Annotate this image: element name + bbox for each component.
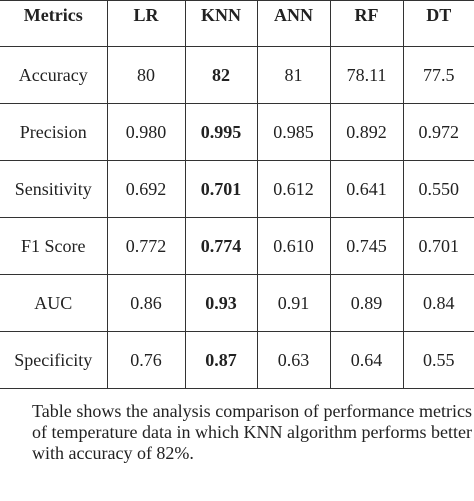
table-cell: 81 (256, 46, 331, 104)
table-cell: 0.86 (106, 274, 186, 332)
table-cell: 0.610 (256, 217, 331, 275)
row-label: Sensitivity (0, 160, 108, 218)
caption: Table shows the analysis comparison of p… (32, 401, 472, 463)
header-cell: KNN (184, 0, 258, 47)
row-label: Precision (0, 103, 108, 161)
table-cell: 0.89 (329, 274, 404, 332)
table-row: Sensitivity 0.692 0.701 0.612 0.641 0.550 (0, 160, 474, 218)
table-cell: 0.972 (402, 103, 474, 161)
table-cell: 0.995 (184, 103, 258, 161)
table-cell: 0.55 (402, 331, 474, 389)
table-row: Specificity 0.76 0.87 0.63 0.64 0.55 (0, 331, 474, 389)
table-cell: 0.64 (329, 331, 404, 389)
table-cell: 0.63 (256, 331, 331, 389)
table-cell: 0.692 (106, 160, 186, 218)
table-cell: 0.772 (106, 217, 186, 275)
header-cell: ANN (256, 0, 331, 47)
header-cell: DT (402, 0, 474, 47)
table-row: F1 Score 0.772 0.774 0.610 0.745 0.701 (0, 217, 474, 275)
table-cell: 80 (106, 46, 186, 104)
table-cell: 0.980 (106, 103, 186, 161)
row-label: Accuracy (0, 46, 108, 104)
table-body: Accuracy 80 82 81 78.11 77.5 Precision 0.980 0.9… (0, 46, 474, 389)
metrics-table: Metrics LR KNN ANN RF DT Accuracy 80 82 81 78.11 7… (0, 0, 474, 389)
header-row: Metrics LR KNN ANN RF DT (0, 0, 474, 47)
row-label: F1 Score (0, 217, 108, 275)
table-cell: 0.985 (256, 103, 331, 161)
table-cell: 0.84 (402, 274, 474, 332)
header-cell: Metrics (0, 0, 108, 47)
table-cell: 0.774 (184, 217, 258, 275)
table-row: Accuracy 80 82 81 78.11 77.5 (0, 46, 474, 104)
table-cell: 0.76 (106, 331, 186, 389)
header-cell: RF (329, 0, 404, 47)
row-label: Specificity (0, 331, 108, 389)
table-cell: 0.892 (329, 103, 404, 161)
table-cell: 0.612 (256, 160, 331, 218)
row-label: AUC (0, 274, 108, 332)
table-cell: 0.641 (329, 160, 404, 218)
table-cell: 77.5 (402, 46, 474, 104)
table-cell: 0.93 (184, 274, 258, 332)
table-row: AUC 0.86 0.93 0.91 0.89 0.84 (0, 274, 474, 332)
table-cell: 0.701 (184, 160, 258, 218)
table-cell: 0.745 (329, 217, 404, 275)
table-cell: 0.91 (256, 274, 331, 332)
table-cell: 0.87 (184, 331, 258, 389)
table-cell: 78.11 (329, 46, 404, 104)
table-cell: 0.701 (402, 217, 474, 275)
header-cell: LR (106, 0, 186, 47)
table-row: Precision 0.980 0.995 0.985 0.892 0.972 (0, 103, 474, 161)
table-cell: 0.550 (402, 160, 474, 218)
table-cell: 82 (184, 46, 258, 104)
